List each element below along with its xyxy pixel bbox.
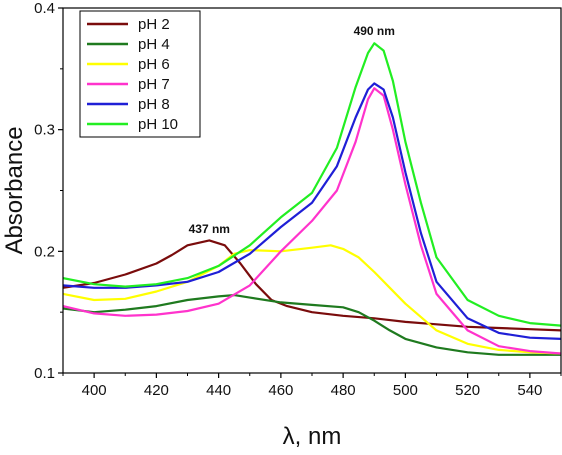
peak-annotation-0: 437 nm bbox=[189, 222, 230, 236]
series-line-5 bbox=[63, 42, 561, 327]
series-line-1 bbox=[63, 294, 561, 356]
y-tick-label: 0.2 bbox=[34, 243, 55, 260]
legend-label-0: pH 2 bbox=[138, 16, 170, 33]
y-tick-label: 0.1 bbox=[34, 365, 55, 382]
tick-layer: 400 420 440 460 480 500 520 540 0.1 0.2 0.3 0.4 bbox=[34, 0, 562, 399]
legend: pH 2 pH 4 pH 6 pH 7 pH 8 pH 10 bbox=[79, 10, 201, 138]
x-tick-label: 500 bbox=[393, 382, 418, 399]
series-line-4 bbox=[63, 82, 561, 340]
legend-label-2: pH 6 bbox=[138, 56, 170, 73]
series-line-3 bbox=[63, 87, 561, 355]
x-axis-title: λ, nm bbox=[283, 423, 342, 450]
y-tick-label: 0.3 bbox=[34, 122, 55, 139]
legend-label-5: pH 10 bbox=[138, 116, 178, 133]
y-tick-label: 0.4 bbox=[34, 0, 55, 17]
peak-annotation-1: 490 nm bbox=[354, 24, 395, 38]
x-tick-label: 520 bbox=[455, 382, 480, 399]
legend-label-4: pH 8 bbox=[138, 96, 170, 113]
x-tick-label: 540 bbox=[517, 382, 542, 399]
x-tick-label: 420 bbox=[144, 382, 169, 399]
y-axis-title: Absorbance bbox=[1, 126, 28, 254]
x-tick-label: 400 bbox=[82, 382, 107, 399]
series-line-2 bbox=[63, 244, 561, 355]
legend-label-3: pH 7 bbox=[138, 76, 170, 93]
x-tick-label: 440 bbox=[206, 382, 231, 399]
legend-box bbox=[79, 10, 201, 138]
annotation-layer: 437 nm 490 nm bbox=[189, 24, 395, 236]
x-tick-label: 460 bbox=[268, 382, 293, 399]
legend-label-1: pH 4 bbox=[138, 36, 170, 53]
series-layer bbox=[63, 42, 561, 356]
x-tick-label: 480 bbox=[331, 382, 356, 399]
